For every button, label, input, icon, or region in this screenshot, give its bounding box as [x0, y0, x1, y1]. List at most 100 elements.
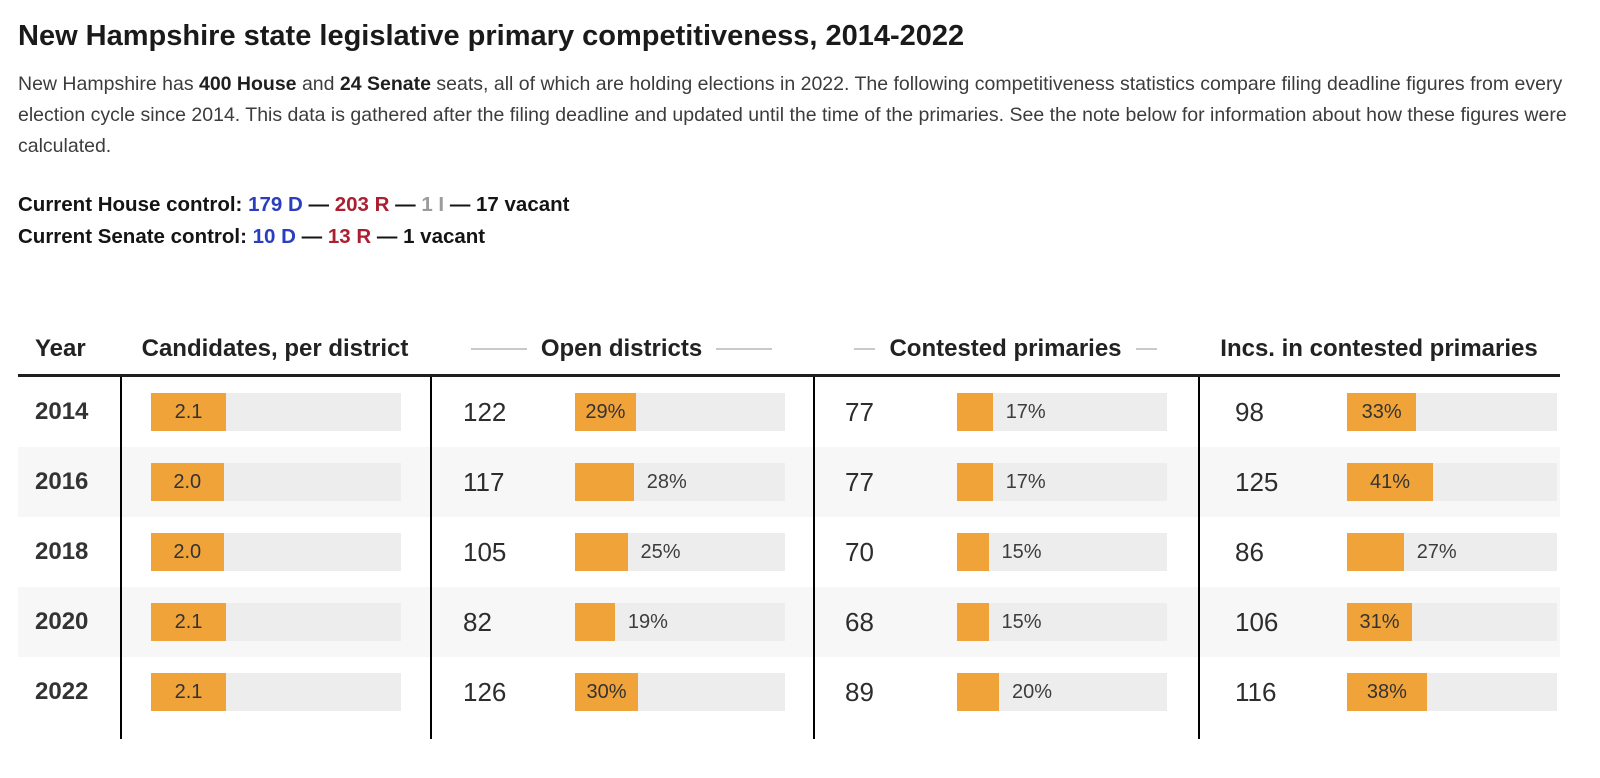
incs-in-contested-bar-fill: 41%: [1347, 463, 1434, 502]
contested-primaries-bar-fill: [957, 533, 989, 572]
contested-primaries-bar-label: 15%: [1001, 540, 1042, 563]
incs-in-contested-bar: 38%: [1347, 673, 1557, 712]
incs-in-contested-count: 106: [1235, 606, 1279, 637]
candidates-bar: 2.1: [151, 393, 401, 432]
open-districts-bar-fill: 29%: [575, 393, 636, 432]
incs-in-contested-bar-label: 27%: [1416, 540, 1457, 563]
year-cell: 2014: [35, 398, 89, 426]
candidates-bar-fill: 2.0: [151, 463, 224, 502]
control-segment: 10 D: [252, 224, 296, 248]
open-districts-bar-label: 30%: [586, 680, 627, 703]
table-row-2020: 2020 2.1 82 19% 68 15% 106 31%: [18, 587, 1560, 658]
open-districts-bar-label: 19%: [627, 610, 668, 633]
open-districts-cell: 82 19%: [430, 587, 813, 658]
contested-primaries-cell: 77 17%: [813, 447, 1198, 518]
candidates-bar-fill: 2.0: [151, 533, 224, 572]
incs-in-contested-bar-fill: [1347, 533, 1404, 572]
control-segment: —: [389, 192, 422, 216]
dash-rule-icon: [470, 347, 527, 350]
incs-in-contested-cell: 98 33%: [1198, 377, 1560, 448]
open-districts-bar: 25%: [575, 533, 785, 572]
table-row-2022: 2022 2.1 126 30% 89 20% 116 38%: [18, 657, 1560, 728]
open-districts-bar-label: 25%: [640, 540, 681, 563]
year-cell: 2018: [35, 538, 89, 566]
contested-primaries-count: 68: [845, 606, 874, 637]
contested-primaries-bar: 17%: [957, 393, 1167, 432]
senate-control-line: Current Senate control: 10 D — 13 R — 1 …: [18, 221, 1582, 253]
open-districts-bar: 30%: [575, 673, 785, 712]
open-districts-bar-fill: [575, 463, 634, 502]
open-districts-bar-fill: 30%: [575, 673, 638, 712]
dash-rule-icon: [1135, 347, 1157, 350]
candidates-bar-fill: 2.1: [151, 673, 226, 712]
incs-in-contested-count: 86: [1235, 536, 1264, 567]
open-districts-bar-label: 29%: [585, 400, 626, 423]
candidates-cell: 2.0: [120, 447, 430, 518]
open-districts-cell: 122 29%: [430, 377, 813, 448]
contested-primaries-bar-fill: [957, 393, 993, 432]
contested-primaries-cell: 70 15%: [813, 517, 1198, 588]
candidates-cell: 2.0: [120, 517, 430, 588]
contested-primaries-bar-label: 20%: [1012, 680, 1053, 703]
table-row-2014: 2014 2.1 122 29% 77 17% 98 33%: [18, 377, 1560, 448]
open-districts-bar: 29%: [575, 393, 785, 432]
table-bottom-rules: [18, 727, 1560, 740]
control-summary: Current House control: 179 D — 203 R — 1…: [18, 189, 1582, 254]
open-districts-cell: 105 25%: [430, 517, 813, 588]
candidates-bar-label: 2.1: [174, 610, 203, 633]
table-row-2016: 2016 2.0 117 28% 77 17% 125 41%: [18, 447, 1560, 518]
incs-in-contested-cell: 116 38%: [1198, 657, 1560, 728]
year-cell: 2016: [35, 468, 89, 496]
candidates-bar-label: 2.0: [173, 470, 202, 493]
header-year: Year: [35, 335, 86, 363]
incs-in-contested-count: 116: [1235, 676, 1277, 707]
open-districts-bar-label: 28%: [646, 470, 687, 493]
contested-primaries-bar: 15%: [957, 533, 1167, 572]
control-segment: 13 R: [327, 224, 372, 248]
contested-primaries-bar-label: 17%: [1005, 400, 1046, 423]
candidates-bar-fill: 2.1: [151, 603, 226, 642]
open-districts-cell: 117 28%: [430, 447, 813, 518]
candidates-bar-label: 2.1: [174, 400, 203, 423]
control-segment: Current Senate control:: [18, 224, 253, 248]
incs-in-contested-bar-fill: 38%: [1347, 673, 1427, 712]
intro-bold-text: 400 House: [198, 73, 297, 95]
contested-primaries-cell: 89 20%: [813, 657, 1198, 728]
candidates-bar: 2.0: [151, 533, 401, 572]
intro-paragraph: New Hampshire has 400 House and 24 Senat…: [18, 69, 1582, 163]
candidates-cell: 2.1: [120, 657, 430, 728]
open-districts-count: 126: [463, 676, 507, 707]
page: New Hampshire state legislative primary …: [18, 20, 1582, 740]
year-cell: 2020: [35, 608, 89, 636]
open-districts-bar-fill: [575, 603, 615, 642]
incs-in-contested-bar: 41%: [1347, 463, 1557, 502]
intro-text: and: [296, 73, 340, 95]
incs-in-contested-cell: 86 27%: [1198, 517, 1560, 588]
contested-primaries-bar: 20%: [957, 673, 1167, 712]
candidates-bar-label: 2.1: [174, 680, 203, 703]
control-segment: —: [295, 224, 328, 248]
open-districts-bar: 19%: [575, 603, 785, 642]
dash-rule-icon: [716, 347, 773, 350]
incs-in-contested-bar: 27%: [1347, 533, 1557, 572]
contested-primaries-bar-fill: [957, 673, 999, 712]
header-candidates-per-district: Candidates, per district: [141, 335, 409, 363]
candidates-bar: 2.0: [151, 463, 401, 502]
header-contested-primaries: Contested primaries: [813, 333, 1198, 364]
table-row-2018: 2018 2.0 105 25% 70 15% 86 27%: [18, 517, 1560, 588]
candidates-bar-label: 2.0: [173, 540, 202, 563]
open-districts-count: 117: [463, 466, 505, 497]
control-segment: 179 D: [248, 192, 303, 216]
open-districts-count: 82: [463, 606, 492, 637]
candidates-cell: 2.1: [120, 377, 430, 448]
control-segment: 17 vacant: [476, 192, 570, 216]
open-districts-bar-fill: [575, 533, 628, 572]
year-cell: 2022: [35, 678, 89, 706]
header-contested-primaries-label: Contested primaries: [889, 335, 1122, 363]
contested-primaries-bar: 17%: [957, 463, 1167, 502]
incs-in-contested-bar-label: 41%: [1370, 470, 1411, 493]
control-segment: —: [371, 224, 404, 248]
incs-in-contested-count: 98: [1235, 396, 1264, 427]
contested-primaries-bar-fill: [957, 463, 993, 502]
header-incs-in-contested: Incs. in contested primaries: [1220, 335, 1538, 363]
